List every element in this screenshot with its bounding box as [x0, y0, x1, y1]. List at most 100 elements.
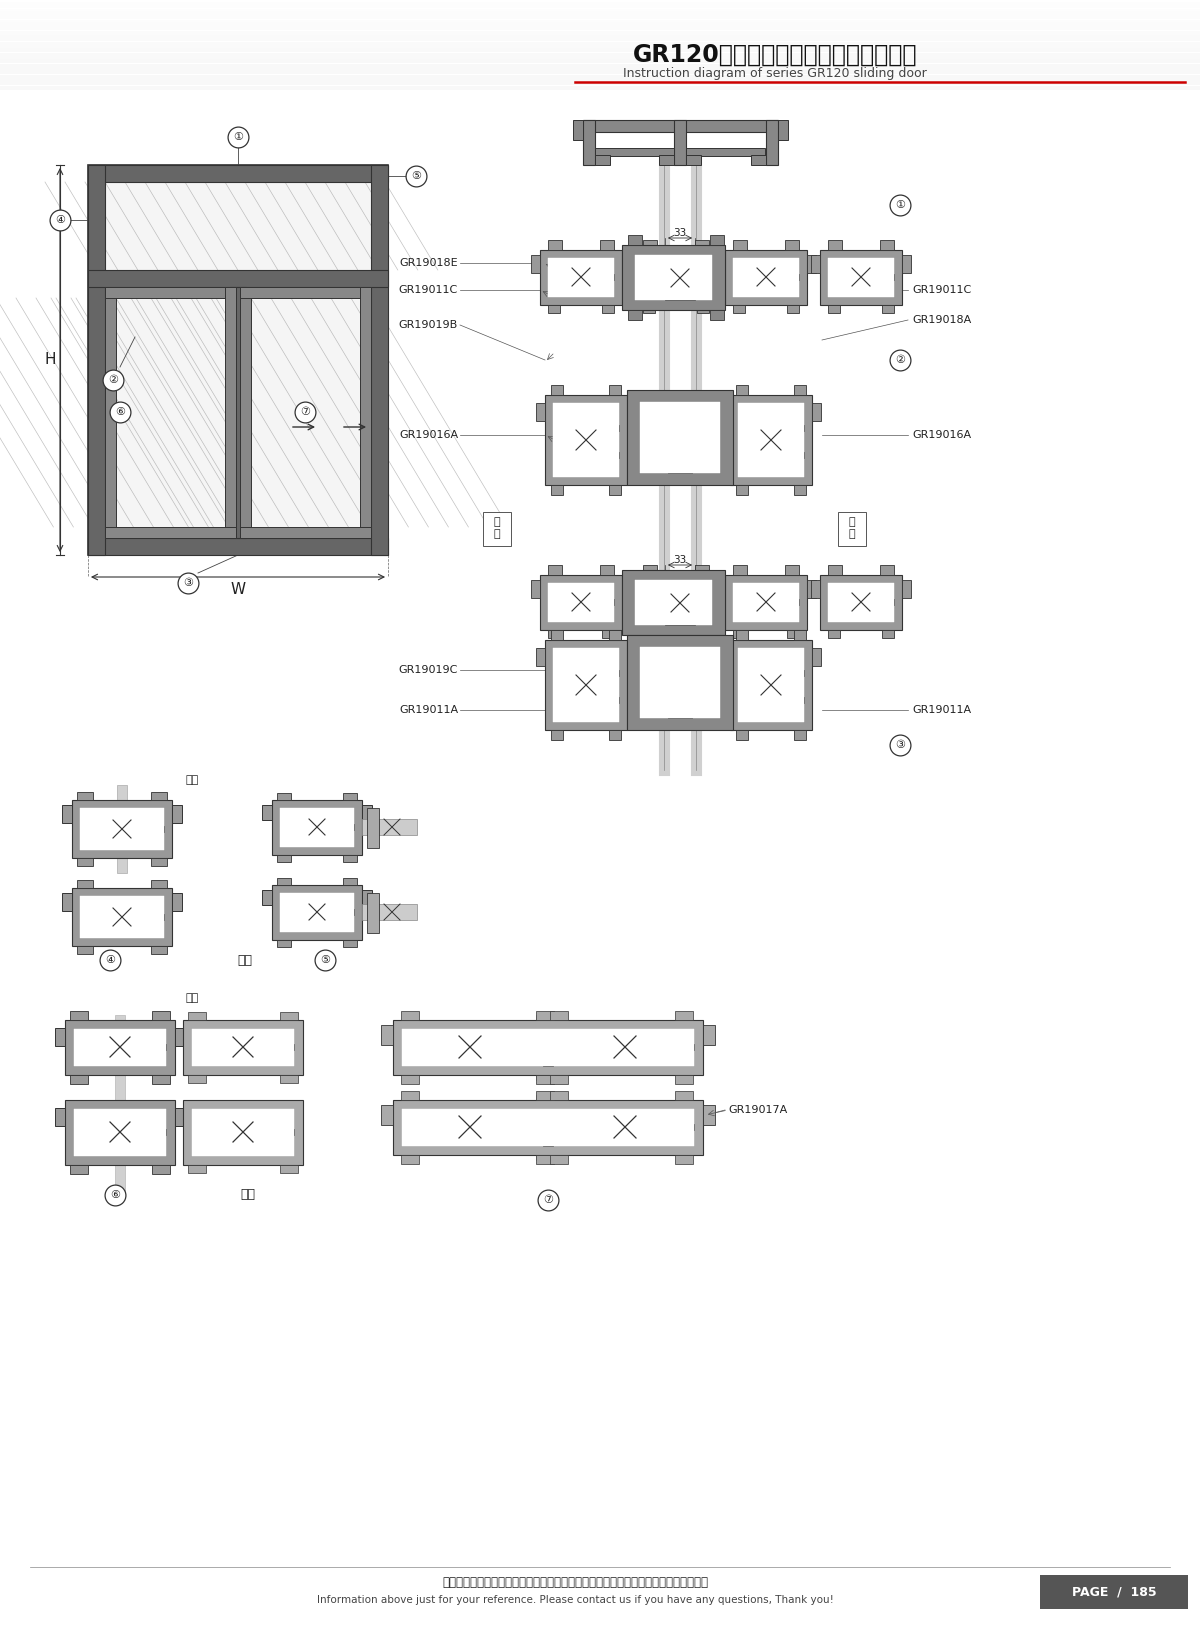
Text: ⑥: ⑥: [110, 1190, 120, 1200]
Bar: [778, 120, 788, 140]
Bar: [787, 304, 799, 313]
Text: GR19011C: GR19011C: [398, 285, 458, 295]
Bar: [548, 583, 614, 622]
Bar: [550, 1154, 568, 1164]
Bar: [362, 819, 418, 835]
Bar: [88, 164, 106, 555]
Bar: [548, 630, 560, 638]
Text: 室内: 室内: [185, 775, 199, 785]
Bar: [828, 630, 840, 638]
Bar: [553, 425, 619, 431]
Bar: [172, 804, 182, 824]
Bar: [697, 304, 709, 313]
Bar: [551, 630, 563, 640]
Bar: [182, 1021, 302, 1074]
Bar: [610, 729, 622, 741]
Bar: [595, 148, 674, 156]
Bar: [116, 298, 226, 527]
Bar: [553, 404, 619, 477]
Bar: [733, 565, 746, 575]
Text: 室: 室: [493, 518, 500, 527]
Bar: [536, 1011, 554, 1021]
Bar: [80, 895, 164, 938]
Bar: [787, 630, 799, 638]
Bar: [643, 274, 709, 280]
Bar: [828, 304, 840, 313]
Text: Instruction diagram of series GR120 sliding door: Instruction diagram of series GR120 slid…: [623, 67, 926, 80]
Bar: [738, 425, 804, 431]
Bar: [882, 630, 894, 638]
Text: ①: ①: [895, 200, 905, 210]
Bar: [880, 565, 894, 575]
Text: ⑦: ⑦: [542, 1195, 553, 1205]
Bar: [151, 881, 167, 887]
Bar: [192, 1109, 294, 1156]
Bar: [62, 804, 72, 824]
Bar: [371, 164, 388, 555]
Bar: [262, 891, 272, 905]
Bar: [695, 565, 709, 575]
Bar: [88, 270, 388, 287]
Bar: [362, 891, 372, 905]
Bar: [828, 239, 842, 251]
Bar: [272, 799, 362, 855]
Bar: [733, 274, 799, 280]
Text: GR19017A: GR19017A: [728, 1105, 787, 1115]
Text: ①: ①: [233, 132, 242, 142]
Bar: [721, 404, 730, 422]
Bar: [106, 287, 116, 537]
Text: ④: ④: [55, 215, 65, 225]
Bar: [280, 824, 354, 830]
Bar: [635, 575, 718, 630]
Bar: [536, 1154, 554, 1164]
Bar: [70, 1166, 88, 1174]
Bar: [643, 565, 658, 575]
Bar: [902, 580, 911, 597]
Bar: [152, 1166, 170, 1174]
Bar: [551, 384, 563, 396]
Bar: [536, 1014, 560, 1079]
Text: 33: 33: [673, 228, 686, 238]
Bar: [402, 1109, 694, 1146]
Bar: [628, 309, 642, 321]
Bar: [343, 855, 358, 861]
Bar: [545, 640, 628, 729]
Bar: [828, 274, 894, 280]
Bar: [151, 858, 167, 866]
Bar: [766, 120, 778, 164]
Text: 室外: 室外: [238, 954, 252, 967]
Bar: [182, 1101, 302, 1166]
Bar: [192, 1044, 294, 1050]
Bar: [733, 304, 745, 313]
Bar: [828, 599, 894, 606]
Bar: [736, 384, 748, 396]
Bar: [643, 583, 709, 622]
Bar: [610, 485, 622, 495]
Bar: [718, 256, 726, 274]
Text: ③: ③: [182, 578, 193, 588]
Bar: [808, 256, 816, 274]
Bar: [482, 511, 511, 545]
Text: ②: ②: [895, 355, 905, 365]
Bar: [536, 1096, 560, 1161]
Bar: [55, 1027, 65, 1047]
Bar: [226, 287, 236, 537]
Text: PAGE  /  185: PAGE / 185: [1072, 1586, 1157, 1599]
Bar: [88, 164, 388, 555]
Bar: [77, 881, 94, 887]
Bar: [674, 1091, 694, 1101]
Bar: [668, 402, 692, 474]
Bar: [640, 402, 720, 474]
Bar: [665, 256, 695, 300]
Bar: [548, 274, 614, 280]
Bar: [367, 894, 379, 933]
Text: 室: 室: [848, 518, 856, 527]
Bar: [602, 630, 614, 638]
Bar: [251, 298, 360, 527]
Bar: [721, 648, 730, 666]
Bar: [382, 1026, 394, 1045]
Bar: [401, 1091, 419, 1101]
Bar: [536, 648, 545, 666]
Bar: [401, 1074, 419, 1084]
Bar: [72, 799, 172, 858]
